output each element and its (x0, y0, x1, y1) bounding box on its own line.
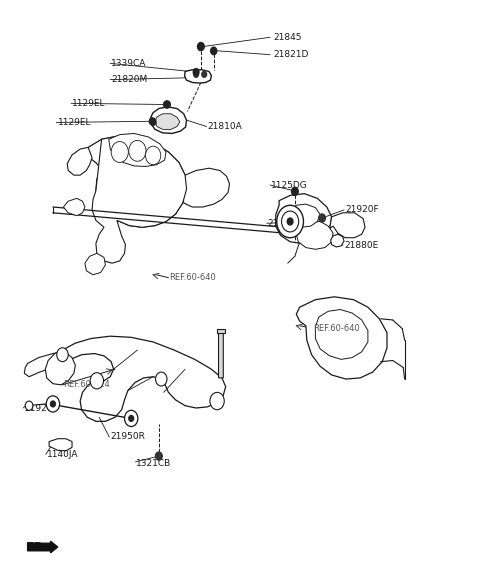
Text: 1129EL: 1129EL (72, 99, 106, 108)
Polygon shape (45, 350, 75, 385)
Circle shape (194, 72, 199, 77)
Circle shape (156, 452, 162, 460)
Circle shape (193, 69, 199, 76)
Text: REF.60-640: REF.60-640 (313, 324, 360, 332)
Polygon shape (218, 331, 223, 378)
Circle shape (150, 118, 156, 125)
Text: 1125DG: 1125DG (271, 180, 308, 190)
Circle shape (46, 396, 60, 412)
Polygon shape (92, 136, 187, 263)
Circle shape (145, 146, 161, 165)
Polygon shape (109, 133, 166, 166)
Polygon shape (86, 136, 187, 228)
Circle shape (287, 218, 293, 225)
Polygon shape (217, 329, 225, 333)
Circle shape (319, 214, 325, 222)
Polygon shape (24, 352, 62, 377)
Circle shape (25, 401, 33, 410)
Polygon shape (296, 297, 387, 379)
Text: 21821D: 21821D (274, 50, 309, 59)
Circle shape (210, 392, 224, 410)
Text: 1339CA: 1339CA (111, 59, 146, 68)
Polygon shape (185, 70, 211, 83)
Text: 21920F: 21920F (345, 205, 379, 214)
Text: 21880E: 21880E (344, 241, 378, 250)
Polygon shape (183, 168, 229, 207)
Polygon shape (315, 310, 368, 359)
Circle shape (277, 205, 303, 237)
Circle shape (129, 416, 133, 421)
Circle shape (111, 141, 128, 162)
Circle shape (57, 348, 68, 361)
Polygon shape (331, 234, 344, 247)
Circle shape (198, 42, 204, 51)
Polygon shape (62, 336, 226, 421)
Circle shape (198, 43, 204, 50)
Text: 21810A: 21810A (207, 122, 242, 131)
Polygon shape (155, 113, 180, 129)
Polygon shape (296, 222, 333, 249)
Circle shape (281, 211, 299, 232)
Text: 1129EL: 1129EL (58, 118, 91, 127)
Circle shape (149, 118, 155, 125)
Polygon shape (85, 253, 106, 275)
Circle shape (202, 72, 206, 77)
Text: 21830: 21830 (268, 219, 296, 228)
Text: FR.: FR. (26, 541, 49, 553)
Circle shape (90, 372, 104, 389)
Circle shape (124, 410, 138, 427)
Circle shape (164, 101, 169, 108)
Polygon shape (330, 213, 365, 237)
Polygon shape (276, 194, 332, 243)
Text: REF.60-624: REF.60-624 (63, 380, 110, 389)
Polygon shape (67, 147, 92, 175)
Circle shape (291, 187, 298, 196)
Circle shape (129, 140, 146, 161)
Circle shape (156, 372, 167, 386)
Text: 1321CB: 1321CB (136, 459, 172, 467)
Text: 21845: 21845 (274, 33, 302, 42)
Circle shape (165, 101, 170, 108)
Text: 21820M: 21820M (111, 75, 147, 84)
Text: 21920: 21920 (24, 403, 53, 413)
Polygon shape (151, 107, 187, 133)
Circle shape (211, 48, 216, 55)
Polygon shape (290, 204, 320, 228)
Text: REF.60-640: REF.60-640 (169, 273, 216, 282)
Polygon shape (63, 198, 85, 216)
Circle shape (50, 401, 55, 407)
Text: 1140JA: 1140JA (47, 450, 78, 459)
Polygon shape (49, 439, 72, 451)
Text: 21950R: 21950R (110, 432, 145, 442)
FancyArrow shape (28, 541, 58, 553)
Circle shape (211, 47, 216, 54)
